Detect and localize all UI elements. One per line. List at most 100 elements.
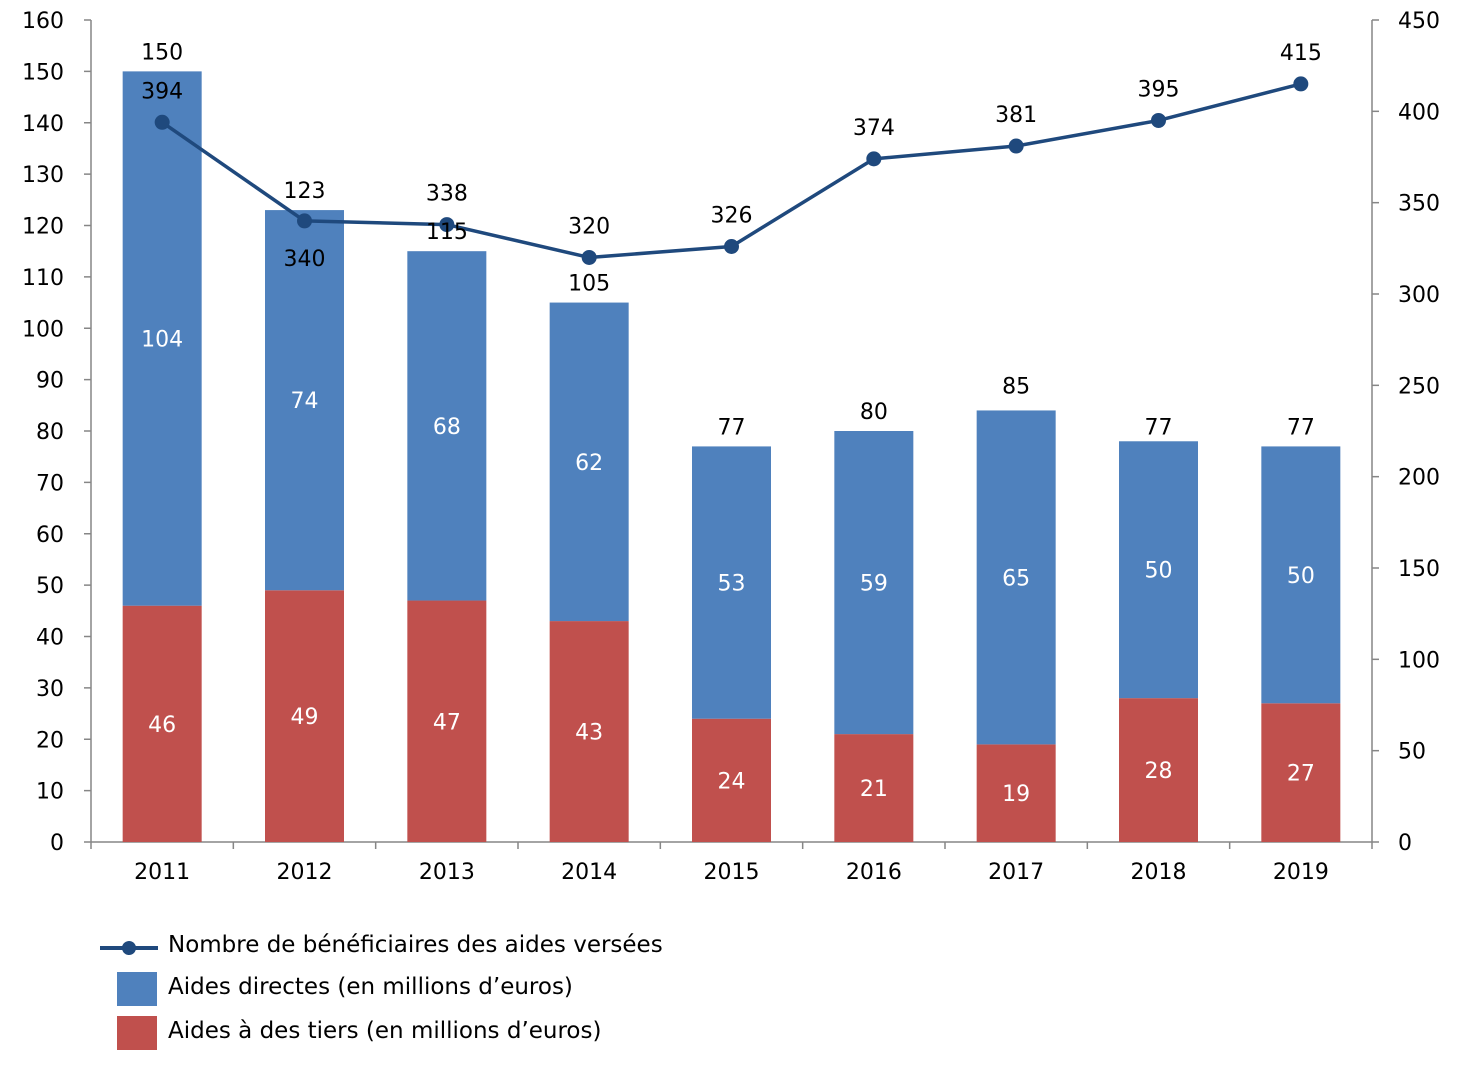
y-left-tick-label: 90 (36, 369, 64, 394)
y-left-tick-label: 80 (36, 420, 64, 445)
legend-line-marker (122, 941, 136, 955)
bar-value-label: 43 (575, 721, 603, 746)
y-left-tick-label: 10 (36, 780, 64, 805)
line-point (866, 151, 882, 167)
x-tick-label: 2015 (704, 860, 760, 885)
bar-total-label: 150 (141, 40, 183, 65)
bar-value-label: 59 (860, 572, 888, 597)
bar-segment (834, 734, 914, 842)
line-value-label: 415 (1280, 41, 1322, 66)
bar-segment (549, 302, 629, 622)
bar-total-label: 105 (568, 272, 610, 297)
bar-segment (407, 600, 487, 842)
x-tick-label: 2017 (988, 860, 1044, 885)
bar-segment (1119, 441, 1198, 699)
x-tick-label: 2013 (419, 860, 475, 885)
bar-segment (1261, 446, 1341, 704)
bar-total-label: 77 (718, 415, 746, 440)
y-left-tick-label: 110 (22, 266, 64, 291)
legend-swatch-direct (117, 972, 157, 1006)
bar-value-label: 68 (433, 415, 461, 440)
y-right-tick-label: 50 (1398, 740, 1426, 765)
bar-value-label: 47 (433, 710, 461, 735)
y-left-tick-label: 60 (36, 523, 64, 548)
bar-segment (549, 621, 629, 842)
line-point (297, 213, 312, 229)
bar-total-label: 115 (426, 220, 468, 245)
x-tick-label: 2019 (1273, 860, 1329, 885)
bar-value-label: 19 (1002, 782, 1030, 807)
line-value-label: 340 (284, 247, 326, 272)
x-tick-label: 2018 (1131, 860, 1187, 885)
bar-segment (976, 410, 1056, 745)
bar-total-label: 80 (860, 400, 888, 425)
data-labels: 46 104 150 49 74 123 47 68 115 43 62 105 24 53 77 21 59 8… (141, 40, 1322, 807)
line-point (581, 249, 597, 265)
x-tick-label: 2012 (277, 860, 333, 885)
line-point (1151, 112, 1166, 128)
legend-label-tiers: Aides à des tiers (en millions d’euros) (168, 1018, 602, 1044)
line-point (439, 217, 455, 233)
bar-total-label: 77 (1287, 415, 1315, 440)
bar-total-label: 77 (1145, 415, 1173, 440)
bar-total-label: 85 (1002, 374, 1030, 399)
bar-segment (976, 744, 1056, 842)
y-left-tick-label: 130 (22, 163, 64, 188)
bar-value-label: 50 (1287, 564, 1315, 589)
bar-value-label: 28 (1145, 759, 1173, 784)
line-value-label: 326 (711, 204, 753, 229)
x-tick-label: 2016 (846, 860, 902, 885)
bar-segment (122, 71, 202, 606)
bar-total-label: 123 (284, 179, 326, 204)
bar-value-label: 53 (718, 572, 746, 597)
y-left-tick-label: 70 (36, 471, 64, 496)
x-tick-label: 2011 (134, 860, 190, 885)
axes: 0 10 20 30 40 50 60 70 80 90 100 110 120 130 140 150 160… (22, 9, 1440, 885)
bar-value-label: 27 (1287, 762, 1315, 787)
y-left-tick-label: 40 (36, 626, 64, 651)
line-value-label: 394 (141, 79, 183, 104)
bar-segment (265, 210, 344, 591)
y-left-tick-label: 150 (22, 60, 64, 85)
y-left-tick-label: 20 (36, 728, 64, 753)
bar-segment (122, 605, 202, 842)
y-left-tick-label: 140 (22, 112, 64, 137)
line-value-label: 374 (853, 116, 895, 141)
y-left-tick-label: 0 (50, 831, 64, 856)
y-right-tick-label: 100 (1398, 648, 1440, 673)
y-right-tick-label: 250 (1398, 374, 1440, 399)
bar-value-label: 74 (291, 389, 319, 414)
bar-value-label: 46 (148, 713, 176, 738)
bar-segment (407, 251, 487, 601)
bar-segment (692, 718, 771, 842)
y-left-tick-label: 30 (36, 677, 64, 702)
line-value-label: 381 (995, 103, 1037, 128)
y-left-tick-label: 100 (22, 317, 64, 342)
bar-value-label: 104 (141, 328, 183, 353)
y-right-tick-label: 0 (1398, 831, 1412, 856)
bar-value-label: 65 (1002, 566, 1030, 591)
y-left-tick-label: 160 (22, 9, 64, 34)
y-right-tick-label: 450 (1398, 9, 1440, 34)
bar-segment (265, 590, 344, 842)
bar-value-label: 62 (575, 451, 603, 476)
line-point (724, 239, 739, 255)
bar-segment (1261, 703, 1341, 842)
line-point (154, 114, 170, 130)
bars (122, 71, 1341, 842)
y-right-tick-label: 400 (1398, 100, 1440, 125)
y-right-tick-label: 350 (1398, 192, 1440, 217)
legend-swatch-tiers (117, 1016, 157, 1050)
y-left-tick-label: 50 (36, 574, 64, 599)
legend-label-beneficiaries: Nombre de bénéficiaires des aides versée… (168, 932, 663, 958)
x-tick-label: 2014 (561, 860, 617, 885)
beneficiaries-line (154, 76, 1309, 265)
line-value-label: 320 (568, 214, 610, 239)
bar-segment (834, 431, 914, 735)
y-left-tick-label: 120 (22, 215, 64, 240)
legend-label-direct: Aides directes (en millions d’euros) (168, 974, 573, 1000)
bar-segment (1119, 698, 1198, 842)
line-point (1008, 138, 1024, 154)
bar-value-label: 49 (291, 705, 319, 730)
